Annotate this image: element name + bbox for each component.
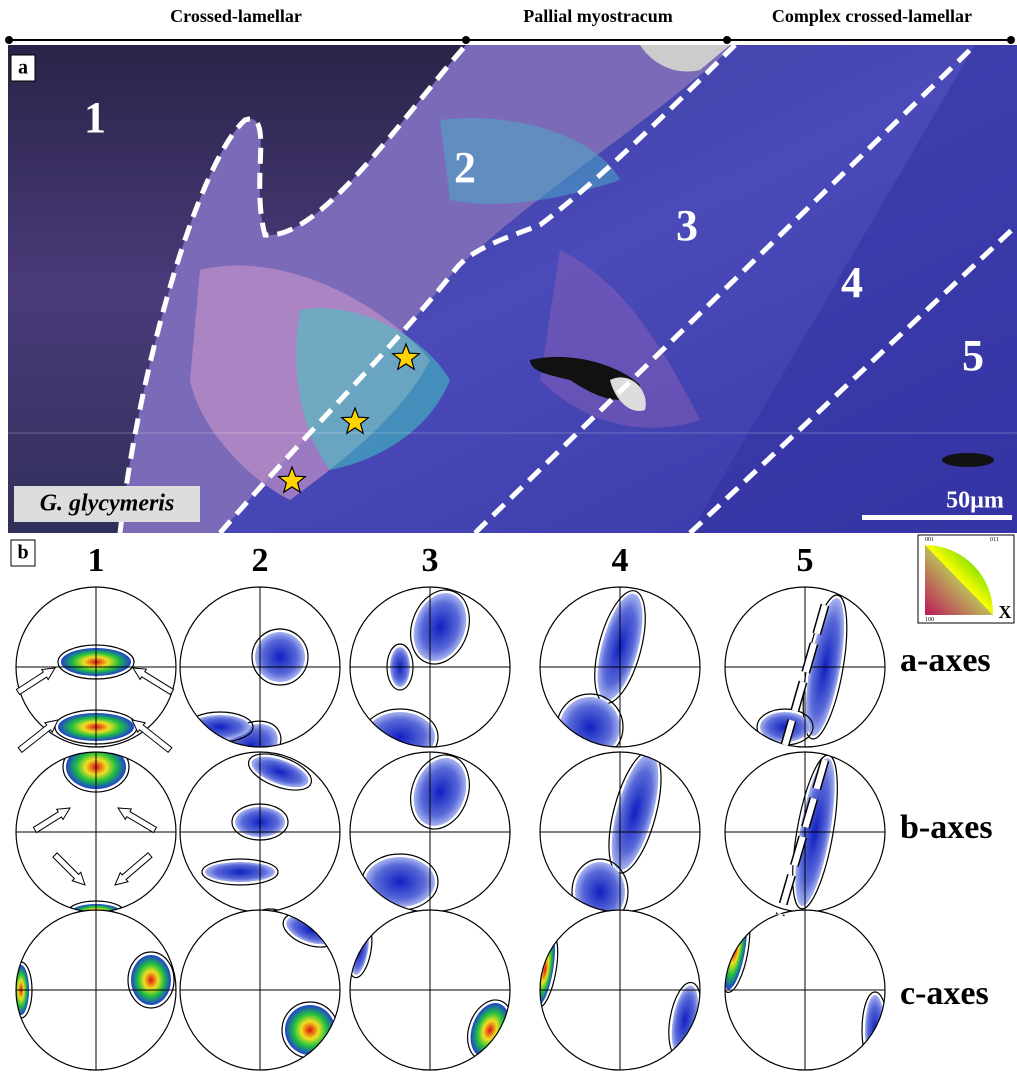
column-label: 2 [252,542,269,579]
pole-figure [528,910,707,1070]
segment-label: Complex crossed-lamellar [772,6,972,26]
density-blob [131,955,171,1005]
zone-label: 1 [84,93,106,142]
pole-figure [180,747,340,925]
pole-figure [10,910,176,1070]
scale-bar-label: 50µm [946,488,1004,514]
void [942,453,994,467]
pole-figure [350,747,510,912]
density-blob [865,995,885,1065]
segment-label: Pallial myostracum [523,6,672,26]
zone-label: 2 [454,143,476,192]
species-label: G. glycymeris [40,491,175,517]
pole-figure [344,910,520,1070]
header-dot [1007,36,1015,44]
ebsd-map [8,45,1017,533]
density-blob [285,1005,335,1055]
column-label: 1 [88,542,105,579]
page: EBSD figure {"header": {"segments": ["Cr… [0,0,1017,1087]
header-dot [462,36,470,44]
figure: Crossed-lamellar Pallial myostracum Comp… [0,0,1017,1087]
zone-label: 3 [676,201,698,250]
pole-figure [180,906,341,1070]
pole-figure [715,905,888,1070]
density-blob [255,632,305,682]
key-corner: 001 [925,537,934,543]
zone-label: 5 [962,331,984,380]
panel-label: b [17,542,28,564]
column-label: 4 [612,542,629,579]
zone-label: 4 [841,258,863,307]
header-dot [723,36,731,44]
density-blob [205,862,275,882]
pole-figure [725,752,885,912]
pole-figures: 1 2 3 4 5 [10,542,888,1070]
body: Crossed-lamellar Pallial myostracum Comp… [0,0,1017,1087]
header-dot [5,36,13,44]
panel-label: a [18,57,28,79]
row-label: c-axes [900,975,989,1012]
key-corner: 011 [990,537,999,543]
density-blob [365,857,435,907]
scale-bar [862,515,1012,520]
pole-figure [350,582,510,765]
column-label: 5 [797,542,814,579]
density-blob [560,697,620,757]
pole-figure [540,746,700,925]
pole-figure [16,742,176,923]
pole-figure [540,586,700,760]
segment-label: Crossed-lamellar [170,6,302,26]
key-corner: 100 [925,617,934,623]
column-label: 3 [422,542,439,579]
row-label: b-axes [900,809,993,846]
key-axis: X [999,602,1012,622]
pole-figure [16,587,176,747]
row-label: a-axes [900,642,991,679]
arrow [18,720,58,752]
